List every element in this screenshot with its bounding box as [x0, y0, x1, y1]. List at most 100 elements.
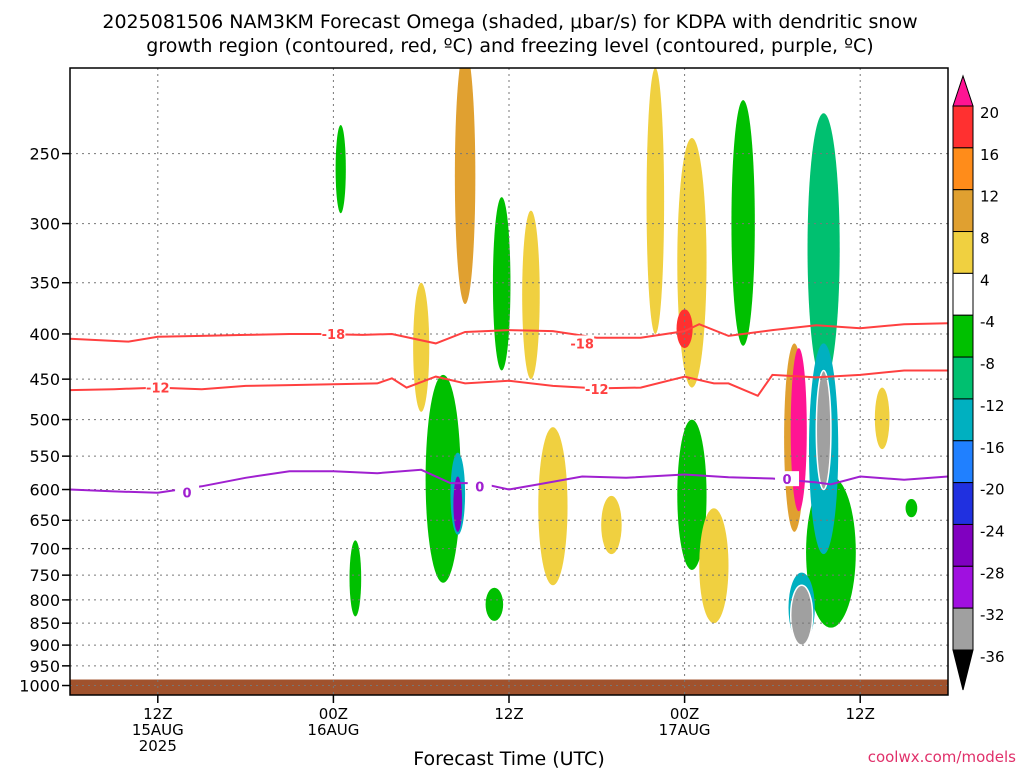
pressure-tick-label: 250 [29, 145, 60, 164]
omega-region [601, 495, 622, 555]
omega-region [413, 282, 430, 412]
time-tick-label: 00Z [319, 705, 348, 723]
omega-region [789, 584, 814, 646]
omega-region [538, 427, 568, 586]
omega-region [522, 210, 540, 380]
dendritic-contour-label: -18 [570, 337, 594, 352]
freezing-level-contour-label: 0 [183, 487, 192, 502]
omega-region [453, 476, 463, 532]
colorbar-segment [952, 440, 974, 484]
dendritic-contour-label: -12 [585, 383, 609, 398]
freezing-level-contour-label-bg [775, 471, 800, 487]
chart-title-line-1: 2025081506 NAM3KM Forecast Omega (shaded… [102, 11, 917, 33]
dendritic-contour-label: -18 [322, 328, 346, 343]
colorbar-label: -8 [980, 355, 995, 373]
time-tick-label: 17AUG [659, 721, 711, 739]
colorbar-segment [952, 105, 974, 149]
dendritic-contour-label-bg [321, 325, 346, 341]
colorbar-label: 20 [980, 104, 999, 122]
colorbar-segment [952, 189, 974, 233]
omega-region [492, 197, 511, 371]
freezing-level-contour-label-bg [175, 484, 200, 500]
colorbar-segment [952, 523, 974, 567]
pressure-tick-label: 850 [29, 614, 60, 633]
omega-region [676, 309, 693, 349]
pressure-tick-label: 550 [29, 447, 60, 466]
colorbar-segment [952, 356, 974, 400]
omega-region [807, 113, 840, 384]
omega-region [677, 419, 707, 570]
colorbar-label: -36 [980, 648, 1005, 666]
time-tick-label: 15AUG [132, 721, 184, 739]
dendritic-contour-label-bg [145, 379, 170, 395]
colorbar-label: 8 [980, 230, 990, 248]
omega-region [646, 68, 665, 334]
omega-region [815, 369, 832, 491]
x-axis-label: Forecast Time (UTC) [413, 748, 604, 768]
pressure-tick-label: 1000 [19, 677, 60, 696]
time-tick-label: 12Z [494, 705, 523, 723]
chart-title-line-2: growth region (contoured, red, ºC) and f… [146, 35, 873, 57]
omega-region [335, 124, 346, 214]
colorbar-segment [952, 231, 974, 274]
colorbar-segment [952, 607, 974, 651]
dendritic-contour [69, 322, 949, 345]
credit-text: coolwx.com/models [868, 748, 1016, 766]
pressure-tick-label: 700 [29, 540, 60, 559]
colorbar-segment [952, 565, 974, 609]
colorbar-label: 12 [980, 188, 999, 206]
dendritic-contour [69, 369, 948, 398]
omega-region [731, 100, 755, 346]
dendritic-contour-label-bg [584, 381, 609, 397]
pressure-tick-label: 950 [29, 657, 60, 676]
time-tick-label: 12Z [143, 705, 172, 723]
colorbar-label: -4 [980, 313, 995, 331]
time-tick-label: 12Z [846, 705, 875, 723]
freezing-level-contour-label: 0 [783, 473, 792, 488]
pressure-tick-label: 900 [29, 636, 60, 655]
colorbar-top-arrow [952, 74, 974, 107]
freezing-level-contour [69, 468, 949, 494]
omega-region [874, 387, 890, 450]
omega-region [454, 68, 476, 305]
omega-region [790, 348, 807, 512]
pressure-tick-label: 750 [29, 566, 60, 585]
time-tick-label: 16AUG [307, 721, 359, 739]
omega-region [485, 587, 504, 621]
colorbar-label: -32 [980, 606, 1005, 624]
pressure-tick-label: 450 [29, 370, 60, 389]
omega-colorbar: 20 16 12 8 4 -4 -8 -12 -16 -20 -24 -28 -32 -36 [952, 74, 1005, 691]
colorbar-segment [952, 398, 974, 442]
pressure-axis: 250 300 350 400 450 500 550 600 650 700 750 800 850 9… [19, 145, 70, 696]
omega-region [677, 137, 707, 388]
dendritic-contour-label: -12 [146, 382, 170, 397]
colorbar-segment [952, 482, 974, 525]
pressure-tick-label: 300 [29, 215, 60, 234]
colorbar-label: -16 [980, 439, 1005, 457]
colorbar-label: -24 [980, 522, 1005, 540]
colorbar-label: -28 [980, 564, 1005, 582]
dendritic-contour-label-bg [570, 335, 595, 351]
pressure-tick-label: 400 [29, 325, 60, 344]
colorbar-label: -20 [980, 481, 1005, 499]
colorbar-segment [952, 147, 974, 191]
omega-region [699, 508, 729, 624]
colorbar-segment [952, 314, 974, 358]
pressure-tick-label: 500 [29, 411, 60, 430]
colorbar-label: 16 [980, 146, 999, 164]
pressure-tick-label: 350 [29, 274, 60, 293]
omega-region [349, 540, 362, 617]
freezing-level-contour-label: 0 [475, 480, 484, 495]
colorbar-segment [952, 272, 974, 316]
colorbar-label: -12 [980, 397, 1005, 415]
omega-region [905, 499, 918, 518]
pressure-tick-label: 800 [29, 591, 60, 610]
freezing-level-contour-label-bg [467, 478, 492, 494]
colorbar-label: 4 [980, 271, 990, 289]
temperature-contours: -18 -18 -12 -12 0 0 0 [69, 322, 949, 502]
time-tick-label: 2025 [139, 737, 177, 755]
pressure-tick-label: 650 [29, 511, 60, 530]
time-tick-label: 00Z [670, 705, 699, 723]
